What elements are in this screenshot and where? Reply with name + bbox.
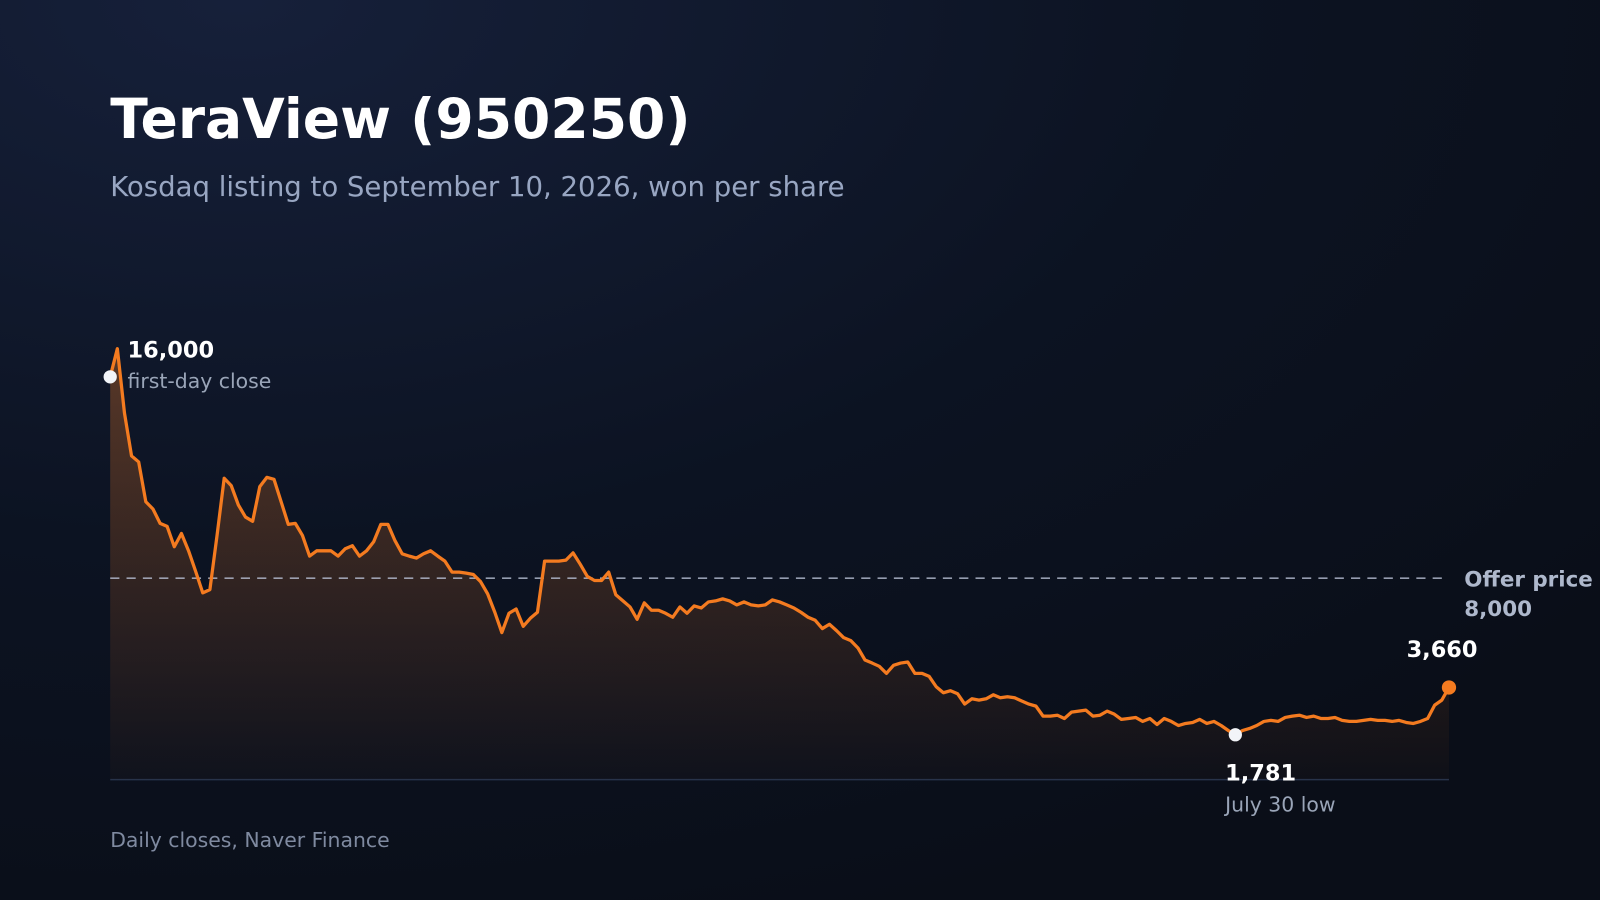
price-line [108, 347, 1451, 737]
area [110, 348, 1449, 780]
reference-label: Offer price [1464, 567, 1593, 592]
annotation-text: first-day close [128, 369, 272, 393]
annotation-text: July 30 low [1223, 792, 1335, 816]
source-note: Daily closes, Naver Finance [110, 828, 389, 852]
chart-title: TeraView (950250) [110, 87, 690, 151]
annotation-value: 3,660 [1407, 637, 1478, 663]
annotation-dot [1441, 680, 1457, 695]
annotation-dot [103, 370, 117, 384]
reference-value-label: 8,000 [1464, 597, 1532, 622]
annotation-value: 1,781 [1225, 761, 1296, 787]
annotation-dot [1228, 728, 1242, 742]
annotation-value: 16,000 [128, 337, 215, 363]
chart-subtitle: Kosdaq listing to September 10, 2026, wo… [110, 171, 844, 203]
